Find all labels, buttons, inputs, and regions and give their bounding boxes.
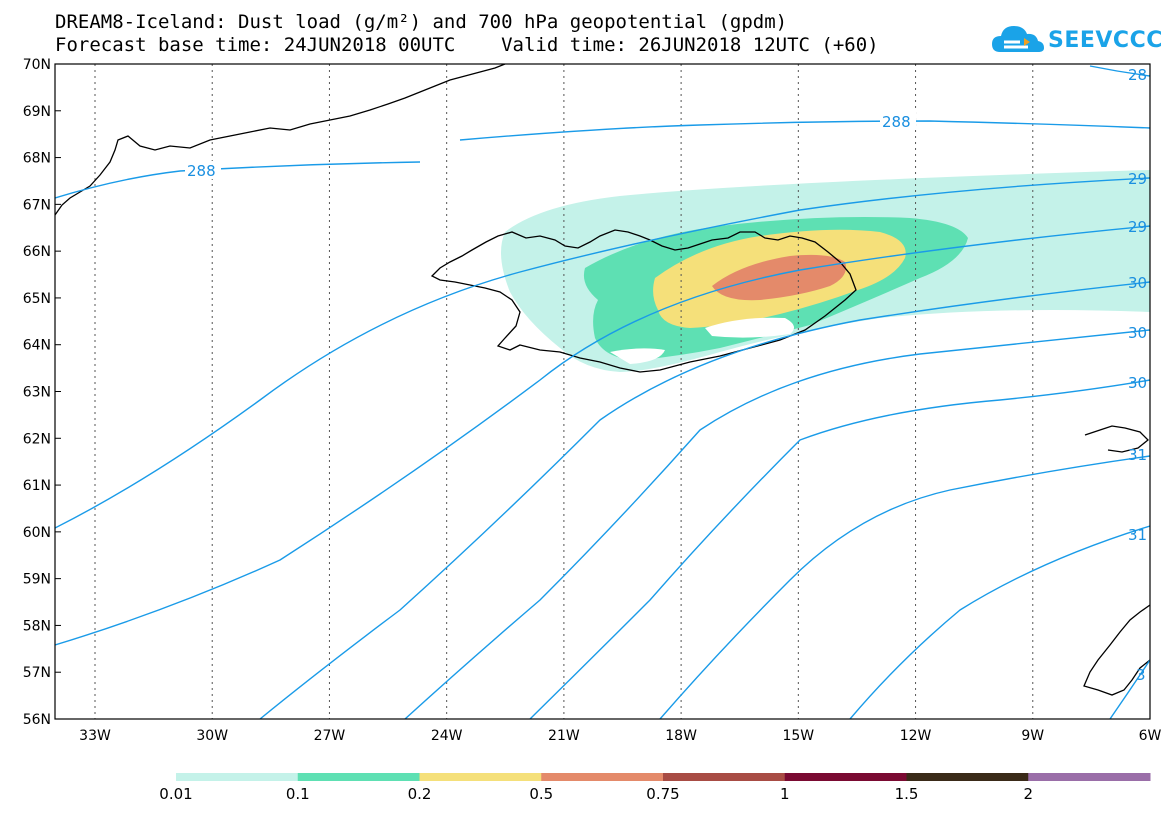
contour-316 — [849, 525, 1150, 719]
contour-320 — [1109, 659, 1150, 719]
contour-label: 28 — [1128, 66, 1147, 84]
colorbar-swatch — [176, 773, 299, 781]
longitude-label: 9W — [1021, 728, 1044, 744]
chart-subtitle: Forecast base time: 24JUN2018 00UTC Vali… — [55, 34, 879, 56]
chart-title: DREAM8-Iceland: Dust load (g/m²) and 700… — [55, 11, 788, 33]
latitude-label: 65N — [23, 291, 51, 307]
graticule — [94, 64, 1034, 719]
contour-label: 31 — [1128, 526, 1147, 544]
contour-312 — [659, 455, 1150, 719]
longitude-label: 24W — [431, 728, 463, 744]
latitude-label: 69N — [23, 104, 51, 120]
geopotential-contours — [55, 65, 1150, 719]
latitude-label: 63N — [23, 385, 51, 401]
contour-label: 29 — [1128, 170, 1147, 188]
colorbar-swatch — [297, 773, 420, 781]
colorbar-swatch — [541, 773, 664, 781]
colorbar-swatch — [663, 773, 786, 781]
longitude-label: 12W — [900, 728, 932, 744]
colorbar-swatch — [784, 773, 907, 781]
colorbar-label: 0.5 — [529, 785, 554, 803]
latitude-labels: 70N 69N 68N 67N 66N 65N 64N 63N 62N 61N 60N 59N 58N 5… — [23, 57, 61, 728]
colorbar-label: 0.1 — [285, 785, 310, 803]
dust-band-0.5 — [712, 254, 846, 301]
longitude-label: 30W — [196, 728, 228, 744]
contour-label: 29 — [1128, 218, 1147, 236]
latitude-label: 57N — [23, 665, 51, 681]
faroe-coast — [1084, 425, 1149, 453]
cloud-icon — [992, 26, 1044, 52]
longitude-label: 21W — [548, 728, 580, 744]
latitude-label: 62N — [23, 431, 51, 447]
contour-label: 30 — [1128, 274, 1147, 292]
latitude-label: 58N — [23, 618, 51, 634]
iceland-coast — [430, 229, 857, 373]
seevccc-logo: SEEVCCC — [990, 22, 1170, 60]
dust-load-field — [501, 170, 1150, 372]
latitude-label: 66N — [23, 244, 51, 260]
latitude-label: 61N — [23, 478, 51, 494]
colorbar-label: 0.75 — [646, 785, 680, 803]
contour-296 — [55, 225, 1150, 646]
colorbar-label: 1.5 — [894, 785, 919, 803]
latitude-label: 70N — [23, 57, 51, 73]
latitude-label: 67N — [23, 197, 51, 213]
longitude-label: 6W — [1139, 728, 1162, 744]
latitude-label: 60N — [23, 525, 51, 541]
contour-label: 30 — [1128, 324, 1147, 342]
longitude-labels: 33W 30W 27W 24W 21W 18W 15W 12W 9W 6W — [79, 728, 1161, 744]
colorbar — [176, 773, 1151, 781]
latitude-label: 56N — [23, 712, 51, 728]
contour-292 — [55, 177, 1150, 529]
contour-304 — [404, 329, 1150, 719]
colorbar-label: 0.2 — [407, 785, 432, 803]
greenland-coast — [55, 64, 506, 216]
contour-label: 288 — [187, 162, 216, 180]
contour-28x-ne — [1089, 65, 1150, 77]
contour-308 — [529, 379, 1150, 719]
dust-clear-patch-2 — [610, 348, 665, 364]
colorbar-label: 2 — [1023, 785, 1034, 803]
colorbar-label: 1 — [779, 785, 790, 803]
contour-label: 31 — [1128, 446, 1147, 464]
dust-clear-patch — [705, 317, 794, 338]
contour-288-west — [55, 161, 421, 199]
latitude-label: 64N — [23, 338, 51, 354]
colorbar-swatch — [419, 773, 542, 781]
longitude-label: 33W — [79, 728, 111, 744]
contour-288-north — [459, 120, 1150, 141]
colorbar-swatch — [1028, 773, 1151, 781]
contour-label-group: 288 288 28 29 29 30 30 30 31 31 3 — [185, 66, 1147, 684]
contour-label: 3 — [1136, 666, 1146, 684]
longitude-label: 18W — [665, 728, 697, 744]
logo-text: SEEVCCC — [1048, 28, 1163, 53]
contour-label: 30 — [1128, 374, 1147, 392]
coastlines — [55, 64, 1150, 696]
longitude-label: 15W — [782, 728, 814, 744]
contour-300 — [259, 281, 1150, 719]
scotland-coast — [1083, 604, 1150, 696]
latitude-label: 59N — [23, 572, 51, 588]
longitude-label: 27W — [314, 728, 346, 744]
contour-label: 288 — [882, 113, 911, 131]
colorbar-label: 0.01 — [159, 785, 193, 803]
latitude-label: 68N — [23, 151, 51, 167]
colorbar-swatch — [906, 773, 1029, 781]
